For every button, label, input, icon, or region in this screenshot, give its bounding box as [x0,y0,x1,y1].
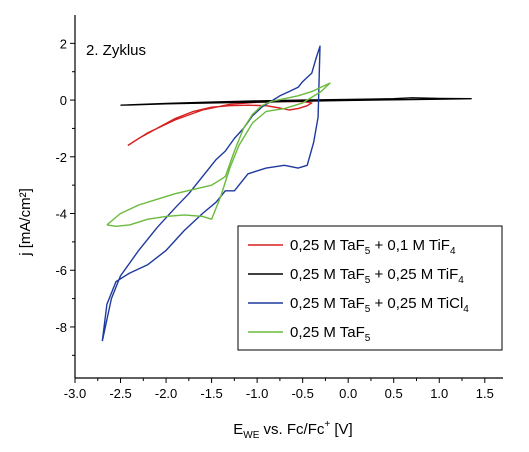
x-tick-label: -2.5 [109,386,131,401]
y-tick-label: -4 [55,207,67,222]
x-tick-label: -1.5 [200,386,222,401]
legend-box [237,225,503,351]
legend-subscript: 5 [365,304,371,315]
legend-text-part: + 0,25 M TiCl [370,295,463,312]
x-axis-title: EWE vs. Fc/Fc+ [V] [233,419,352,441]
x-axis-title-main: E [233,421,243,438]
x-tick-label: 0.5 [385,386,403,401]
legend-subscript: 5 [365,246,371,257]
legend-subscript: 4 [463,304,469,315]
x-tick-label: -0.5 [291,386,313,401]
legend-label-4: 0,25 M TaF5 [290,324,371,344]
legend-text-part: 0,25 M TaF [290,324,365,341]
legend-subscript: 4 [450,246,456,257]
series-line-2 [120,97,472,106]
legend-subscript: 5 [365,275,371,286]
y-tick-label: -8 [55,320,67,335]
series-line-1 [127,100,313,147]
series-line-4 [106,82,331,228]
legend-subscript: 5 [365,333,371,344]
legend-label-2: 0,25 M TaF5 + 0,25 M TiF4 [290,266,464,286]
legend-text-part: 0,25 M TaF [290,266,365,283]
axes: -3.0 -2.5 -2.0 -1.5 -1.0 -0.5 0.0 0.5 1.0 1.5 2 0 -2… [55,15,503,401]
legend-subscript: 4 [458,275,464,286]
legend-text-part: 0,25 M TaF [290,295,365,312]
legend-text-part: + 0,1 M TiF [370,237,450,254]
y-axis-title: j [mA/cm²] [17,188,34,257]
legend-label-1: 0,25 M TaF5 + 0,1 M TiF4 [290,237,456,257]
x-axis-title-sup: + [324,419,330,430]
x-tick-label: 1.5 [476,386,494,401]
x-tick-label: -3.0 [64,386,86,401]
cycle-annotation: 2. Zyklus [86,42,146,59]
legend-text-part: 0,25 M TaF [290,237,365,254]
x-tick-label: 1.0 [430,386,448,401]
y-tick-label: -6 [55,263,67,278]
y-tick-label: 0 [60,93,67,108]
y-tick-label: -2 [55,150,67,165]
legend-label-3: 0,25 M TaF5 + 0,25 M TiCl4 [290,295,469,315]
series-layer [101,45,472,342]
x-tick-label: 0.0 [339,386,357,401]
x-tick-label: -1.0 [246,386,268,401]
y-tick-label: 2 [60,36,67,51]
x-axis-title-sub: WE [243,430,259,441]
series-line-3 [101,45,321,342]
x-axis-title-mid: vs. Fc/Fc [259,421,324,438]
x-axis-title-end: [V] [330,421,353,438]
x-tick-label: -2.0 [155,386,177,401]
legend-text-part: + 0,25 M TiF [370,266,458,283]
